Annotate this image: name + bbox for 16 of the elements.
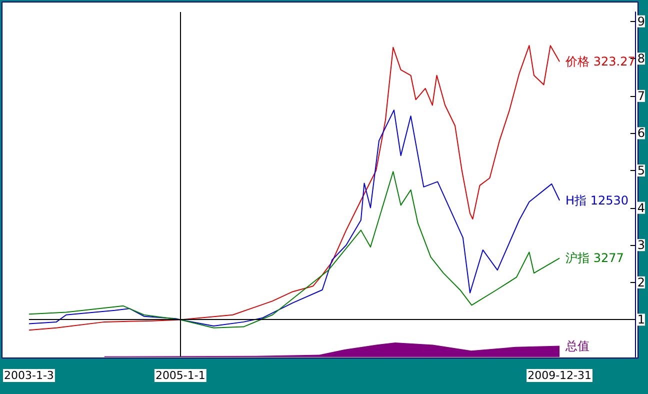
series-label: 总值 [564, 338, 590, 353]
y-tick-label: 4 [637, 200, 646, 215]
series-label: H指 12530 [566, 193, 629, 208]
y-tick-label: 6 [637, 126, 646, 140]
y-tick-label: 3 [637, 238, 646, 252]
y-tick-label: 7 [637, 88, 646, 103]
y-tick-label: 5 [637, 164, 646, 178]
series-label: 沪指 3277 [566, 251, 624, 266]
x-tick-label: 2009-12-31 [528, 369, 592, 382]
y-tick-label: 2 [637, 275, 646, 290]
y-tick-label: 9 [637, 14, 646, 28]
y-tick-label: 1 [637, 312, 646, 327]
x-tick-label: 2003-1-3 [4, 369, 54, 382]
series-label: 价格 323.27 [564, 54, 636, 69]
x-tick-label: 2005-1-1 [155, 369, 206, 382]
y-tick-label: 8 [637, 52, 646, 66]
